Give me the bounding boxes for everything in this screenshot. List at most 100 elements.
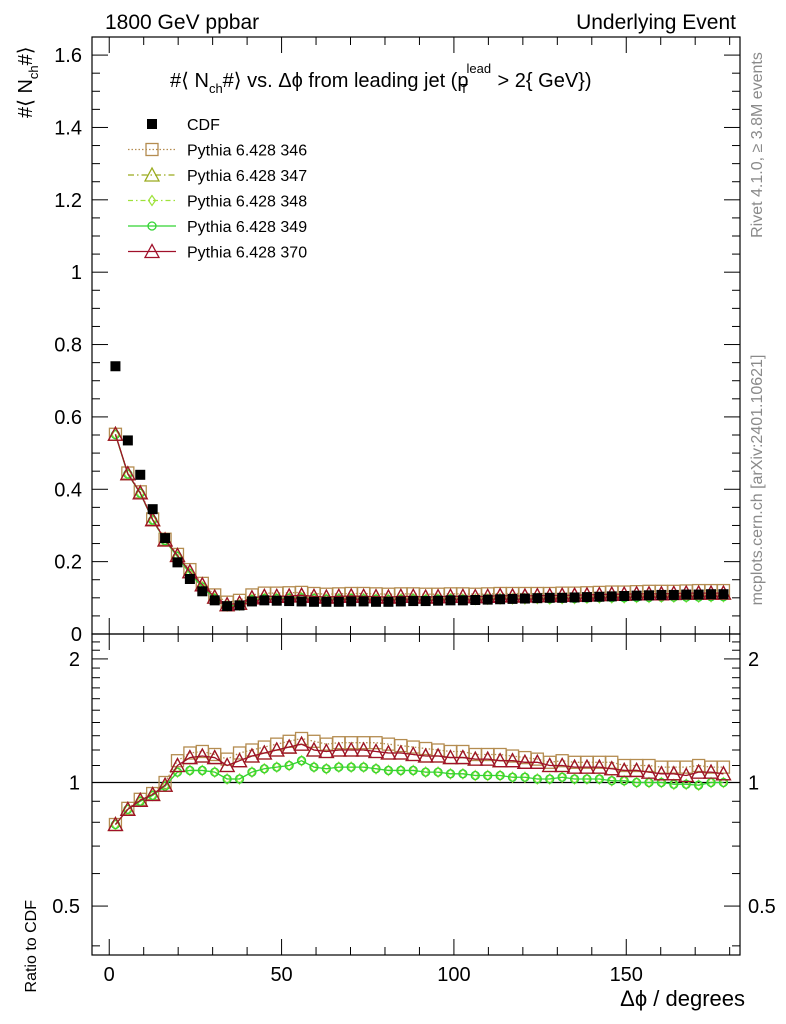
data-point (532, 774, 542, 784)
data-point (296, 756, 307, 766)
data-point (607, 776, 617, 786)
data-point (520, 772, 530, 782)
data-point (595, 772, 604, 786)
data-point (470, 594, 481, 605)
data-point (445, 595, 456, 606)
ratio-y-tick-label-right: 1 (748, 772, 759, 794)
series-pythia-6-428-349 (110, 429, 729, 611)
data-point (185, 765, 195, 776)
data-point (421, 767, 431, 777)
ratio-series-line (114, 743, 724, 825)
legend: CDF Pythia 6.428 346 Pythia 6.428 347 Pythi… (128, 117, 307, 262)
ratio-series-pythia-6-428-370 (107, 735, 732, 832)
data-point (442, 749, 459, 765)
data-point (160, 533, 171, 544)
data-point (716, 760, 731, 774)
data-point (359, 761, 368, 774)
data-point (158, 775, 172, 790)
legend-label: Pythia 6.428 346 (187, 143, 307, 160)
ratio-y-tick-label: 2 (69, 649, 80, 671)
data-point (640, 763, 658, 779)
y-tick-label: 1.2 (54, 190, 82, 212)
header-right: Underlying Event (576, 11, 736, 34)
data-point (206, 749, 223, 765)
plot-title-part: #⟨ N (170, 70, 209, 92)
data-point (119, 465, 136, 481)
data-point (607, 774, 617, 787)
y-tick-label: 1.6 (54, 45, 82, 67)
legend-entry: Pythia 6.428 346 (128, 143, 307, 160)
plot-title-part: > 2{ GeV}) (492, 70, 592, 92)
data-point (681, 779, 691, 789)
data-point (718, 589, 729, 600)
data-point (631, 590, 642, 601)
data-point (135, 469, 146, 480)
data-point (110, 361, 121, 372)
data-point (318, 743, 335, 759)
data-point (405, 746, 422, 762)
data-point (665, 765, 682, 781)
data-point (678, 767, 695, 783)
data-point (371, 764, 381, 774)
data-point (409, 764, 418, 777)
data-point (184, 574, 195, 585)
legend-entry: Pythia 6.428 370 (128, 243, 307, 262)
y-tick-label: 1 (71, 262, 82, 284)
data-point (107, 816, 124, 832)
data-point (234, 774, 245, 784)
data-point (330, 741, 347, 757)
data-point (259, 595, 270, 606)
data-point (554, 757, 571, 773)
legend-entry: Pythia 6.428 348 (128, 194, 307, 211)
data-point (569, 592, 580, 603)
data-point (358, 762, 369, 772)
data-point (194, 747, 211, 763)
data-point (483, 769, 492, 782)
data-point (260, 762, 269, 775)
legend-entry: Pythia 6.428 347 (128, 166, 307, 185)
data-point (433, 595, 444, 606)
data-point (508, 771, 517, 784)
data-point (715, 765, 732, 781)
series-line (114, 434, 724, 606)
legend-entry: Pythia 6.428 349 (128, 219, 307, 236)
data-point (570, 772, 579, 786)
legend-label: Pythia 6.428 348 (187, 194, 307, 211)
series-line (114, 434, 724, 606)
data-point (119, 801, 136, 817)
data-point (619, 774, 629, 787)
y-tick-label: 0.8 (54, 335, 82, 357)
data-point (272, 761, 281, 774)
x-tick-label: 100 (437, 964, 470, 986)
data-point (334, 762, 344, 772)
data-point (396, 765, 406, 776)
ratio-axes: 0 50 100 150 0.5 0.5 1 1 2 2 (52, 634, 776, 986)
data-point (520, 771, 530, 784)
data-point (433, 766, 443, 779)
data-point (246, 596, 257, 607)
plot-title-sub: T (460, 81, 468, 96)
data-point (632, 776, 641, 789)
data-point (445, 769, 456, 779)
ratio-series-group (107, 731, 732, 832)
data-point (185, 764, 195, 777)
data-point (197, 586, 208, 597)
data-point (656, 777, 667, 788)
data-point (557, 771, 567, 784)
data-point (234, 600, 245, 611)
ratio-y-tick-label: 0.5 (52, 896, 80, 918)
data-point (367, 743, 385, 759)
data-point (358, 596, 369, 607)
data-point (557, 592, 568, 603)
data-point (446, 767, 455, 780)
data-point (181, 749, 198, 765)
data-point (541, 757, 558, 773)
data-point (581, 592, 592, 603)
data-point (706, 776, 716, 789)
data-point (122, 435, 133, 446)
data-point (156, 776, 174, 792)
data-point (681, 589, 692, 600)
header-left: 1800 GeV ppbar (105, 11, 259, 34)
data-point (144, 511, 161, 527)
